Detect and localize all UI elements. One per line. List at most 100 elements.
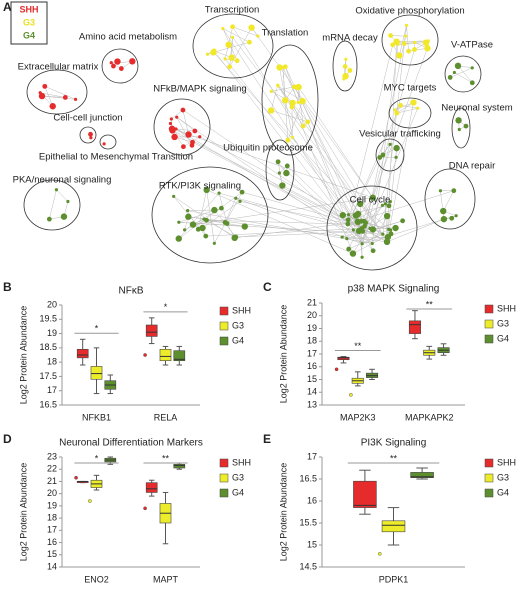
significance-label: * [95,324,99,334]
node [211,207,217,213]
legend-swatch [220,307,228,315]
y-tick-label: 18 [307,336,317,346]
cluster-label: RTK/PI3K signaling [159,181,241,192]
cluster-label: MYC targets [384,83,437,94]
node [278,171,281,174]
cluster-label: Cell cycle [350,195,391,206]
node [198,135,201,138]
outlier [74,476,77,479]
node [384,213,390,219]
cluster-label: Oxidative phosphorylation [355,6,464,17]
node [388,143,391,146]
node [410,99,416,105]
cluster-label: V-ATPase [451,40,493,51]
node [348,68,353,73]
node [169,126,175,132]
node [199,225,205,231]
node [441,216,447,222]
node [110,61,113,64]
node [404,35,407,38]
node [276,84,279,87]
box [353,481,376,507]
edge [440,191,443,219]
node [176,235,182,241]
y-axis-label: Log2 Protein Abundance [278,305,288,404]
node [238,200,241,203]
cluster-label: NFkB/MAPK signaling [153,84,246,95]
edge [458,66,472,83]
node [229,54,235,60]
x-tick-label: PDPK1 [379,574,409,584]
legend-label: G4 [23,30,35,40]
cluster-label: Extracellular matrix [18,62,99,73]
y-tick-label: 21 [47,476,57,486]
cluster-label: Amino acid metabolism [79,32,177,43]
node [248,24,254,30]
node [242,223,248,229]
panel-letter: C [263,280,272,294]
cluster-label: Cell-cell junction [53,113,122,124]
node [225,42,231,48]
y-tick-label: 14 [307,387,317,397]
node [413,41,416,44]
node [439,189,442,192]
node [177,221,180,224]
node [424,45,430,51]
legend-label: SHH [497,303,516,313]
node [181,144,186,149]
node [402,41,407,46]
legend-swatch [485,459,493,467]
box [174,464,185,468]
edge [407,25,409,51]
node [231,36,234,39]
y-tick-label: 15.5 [299,517,317,527]
node [61,213,67,219]
node [455,214,458,217]
node [185,131,191,137]
y-tick-label: 18 [47,357,57,367]
node [170,117,173,120]
node [394,156,397,159]
y-tick-label: 22 [47,464,57,474]
node [192,129,197,134]
node [55,188,58,191]
y-tick-label: 14 [47,561,57,571]
node [455,63,461,69]
node [282,97,288,103]
node [129,58,135,64]
node [451,188,456,193]
node [289,100,295,106]
node [171,134,177,140]
edge [233,27,363,232]
y-tick-label: 17 [307,451,317,461]
cluster-outline [445,56,481,92]
significance-label: ** [426,299,434,309]
legend-swatch [485,335,493,343]
node [268,107,274,113]
box [409,321,420,334]
y-tick-label: 19 [47,500,57,510]
edge [56,190,68,202]
outlier [143,507,146,510]
cluster-label: PKA/neuronal signaling [13,175,112,186]
y-tick-label: 18.5 [39,342,57,352]
node [292,84,297,89]
x-tick-label: ENO2 [84,574,109,584]
node [377,155,382,160]
node [291,136,294,139]
box [146,483,157,493]
outlier [335,368,338,371]
node [471,66,474,69]
node [217,192,220,195]
node [111,64,116,69]
legend-label: G4 [232,335,244,345]
edges [40,25,472,257]
node [231,235,237,241]
node [235,58,240,63]
y-tick-label: 15 [307,539,317,549]
y-axis-label: Log2 Protein Abundance [18,306,28,405]
node [276,64,282,70]
node [276,159,281,164]
node [223,57,226,60]
node [206,53,209,56]
